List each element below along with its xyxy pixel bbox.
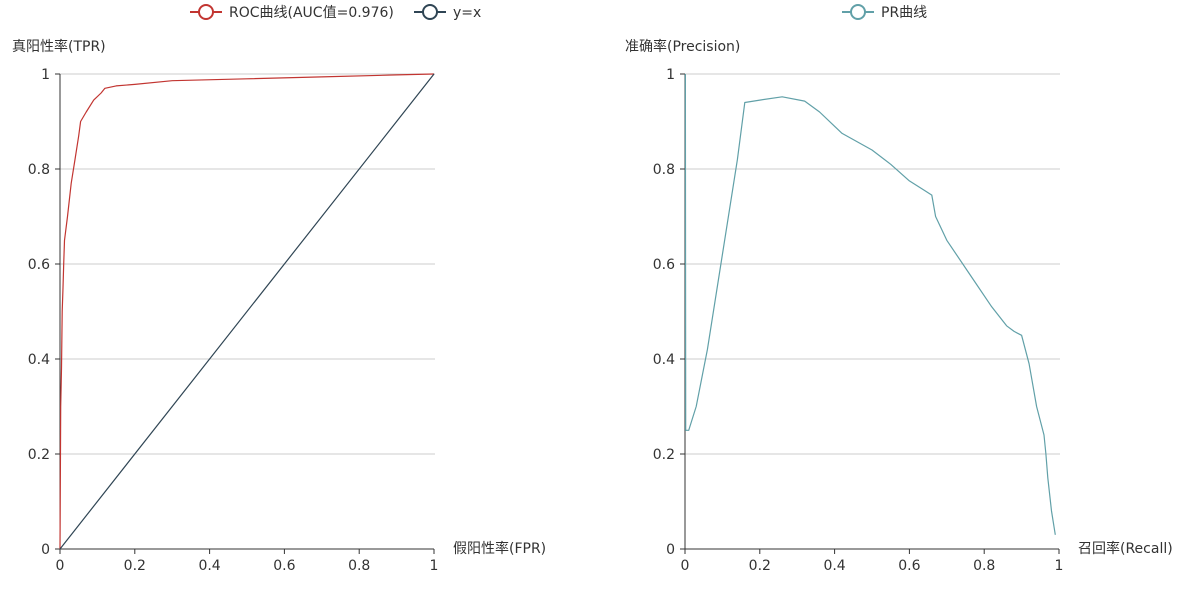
roc-y-tick-label: 1 [41,67,50,83]
pr-x-axis-title: 召回率(Recall) [1078,540,1173,557]
roc-x-tick-label: 0.6 [273,558,295,574]
roc-y-axis-title: 真阳性率(TPR) [12,38,106,55]
roc-y-tick-label: 0.8 [28,162,50,178]
plot-layer: 0 0.2 0.4 0.6 0.8 1 0 0.2 0.4 0.6 0.8 1 0 0.2 0.4 0.6 0.… [28,67,1064,574]
legend-pr-label: PR曲线 [881,5,927,21]
legend-roc-marker-icon [198,4,214,20]
roc-y-tick-label: 0.2 [28,447,50,463]
pr-x-tick-label: 0.6 [898,558,920,574]
pr-y-tick-label: 1 [666,67,675,83]
roc-y-tick-label: 0 [41,542,50,558]
pr-series-0-line [684,74,1056,535]
roc-series-1-line [59,73,435,550]
pr-y-axis-title: 准确率(Precision) [625,38,740,55]
roc-y-tick-label: 0.6 [28,257,50,273]
roc-x-tick-label: 0.2 [124,558,146,574]
legend-diagonal[interactable]: y=x [414,4,481,21]
roc-x-axis-title: 假阳性率(FPR) [453,540,546,557]
legend-diagonal-marker-icon [422,4,438,20]
pr-y-tick-label: 0.6 [653,257,675,273]
roc-x-tick-label: 0 [56,558,65,574]
legend-diagonal-label: y=x [453,5,481,21]
legend-roc[interactable]: ROC曲线(AUC值=0.976) [190,4,394,21]
pr-y-tick-label: 0.4 [653,352,675,368]
legend-roc-label: ROC曲线(AUC值=0.976) [229,5,394,21]
pr-y-tick-label: 0.2 [653,447,675,463]
legend-pr[interactable]: PR曲线 [842,4,927,21]
roc-x-tick-label: 0.4 [198,558,220,574]
roc-x-tick-label: 0.8 [348,558,370,574]
roc-series-0-line [59,73,435,550]
pr-x-tick-label: 0.2 [749,558,771,574]
pr-y-tick-label: 0 [666,542,675,558]
roc-y-tick-label: 0.4 [28,352,50,368]
pr-x-tick-label: 0.8 [973,558,995,574]
pr-y-tick-label: 0.8 [653,162,675,178]
pr-x-tick-label: 0 [681,558,690,574]
pr-x-tick-label: 0.4 [823,558,845,574]
legend-pr-marker-icon [850,4,866,20]
roc-x-tick-label: 1 [430,558,439,574]
pr-x-tick-label: 1 [1055,558,1064,574]
